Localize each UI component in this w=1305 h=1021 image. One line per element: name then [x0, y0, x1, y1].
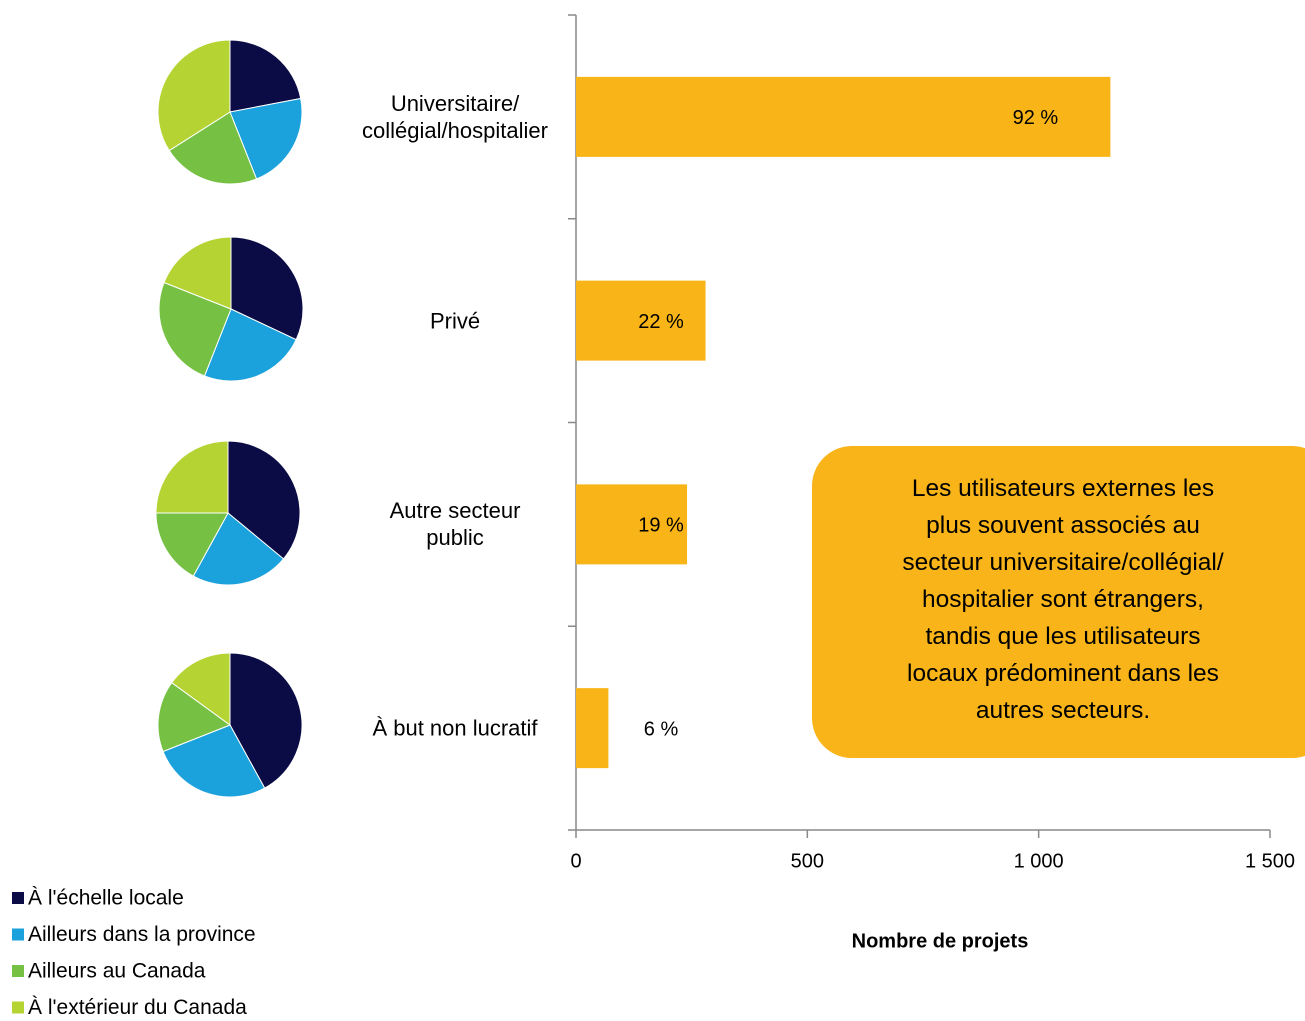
pie-slice — [155, 512, 229, 577]
legend-label: À l'extérieur du Canada — [28, 996, 247, 1019]
pie-slice — [168, 111, 258, 185]
bar — [576, 280, 706, 361]
pie-slice — [162, 724, 266, 798]
annotation-box — [812, 446, 1305, 758]
data-label: 6 % — [644, 718, 679, 740]
x-tick-label: 0 — [570, 850, 581, 872]
pie-slice — [229, 39, 302, 113]
pie-slice — [192, 512, 285, 586]
pie-slice — [229, 652, 303, 789]
legend-label: Ailleurs au Canada — [28, 960, 206, 983]
category-label: Autre secteur public — [389, 498, 521, 551]
pie-slice — [157, 39, 231, 152]
category-label: Universitaire/ collégial/hospitalier — [362, 90, 548, 143]
legend-swatch — [12, 965, 24, 977]
data-label: 92 % — [1013, 107, 1059, 129]
data-label: 22 % — [638, 311, 684, 333]
legend-label: Ailleurs dans la province — [28, 923, 256, 946]
legend-swatch — [12, 928, 24, 941]
legend-swatch — [12, 892, 24, 904]
legend-swatch — [12, 1001, 24, 1014]
data-label: 19 % — [638, 515, 684, 537]
bar — [576, 484, 688, 565]
annotation: Les utilisateurs externes les plus souve… — [902, 475, 1224, 724]
pie-slice — [203, 308, 297, 382]
pie-slice — [227, 440, 301, 560]
pie-slice — [158, 281, 232, 377]
legend-label: À l'échelle locale — [28, 887, 184, 910]
category-label: À but non lucratif — [372, 715, 538, 741]
category-label: Privé — [429, 308, 481, 334]
pie-slice — [157, 681, 232, 753]
x-tick-label: 1 000 — [1014, 850, 1064, 872]
x-tick-label: 500 — [791, 850, 824, 872]
pie-slice — [229, 97, 303, 180]
pie-slice — [171, 652, 231, 726]
x-axis-label: Nombre de projets — [852, 930, 1029, 952]
pie-slice — [163, 236, 232, 310]
bar — [576, 76, 1111, 157]
x-tick-label: 1 500 — [1245, 850, 1295, 872]
pie-slice — [230, 236, 304, 341]
pie-slice — [155, 440, 229, 514]
bar — [576, 688, 609, 769]
